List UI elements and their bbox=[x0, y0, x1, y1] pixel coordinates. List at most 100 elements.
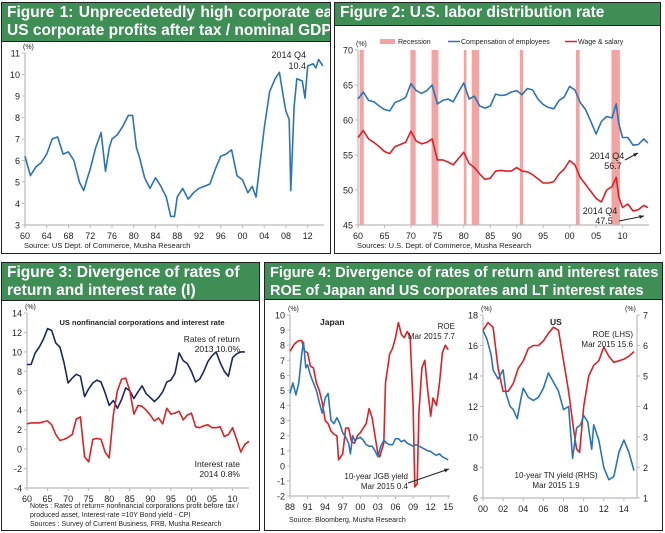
figure-2-panel: Figure 2: U.S. labor distribution rate 4… bbox=[334, 2, 661, 254]
y-tick-label: 3 bbox=[280, 416, 285, 426]
x-tick-label: 60 bbox=[22, 494, 32, 504]
profits-gdp-line bbox=[24, 58, 324, 218]
us-chart-title: US bbox=[550, 317, 562, 327]
x-tick-label: 12 bbox=[303, 231, 313, 241]
chart-note-line: Sources : Survey of Current Business, FR… bbox=[30, 521, 222, 528]
y-tick-label: 2 bbox=[280, 431, 285, 441]
figure-3-panel: Figure 3: Divergence of rates of return … bbox=[1, 262, 260, 531]
x-tick-label: 08 bbox=[281, 231, 291, 241]
y-tick-label: 10 bbox=[275, 311, 285, 321]
y-tick-label: 8 bbox=[473, 463, 478, 473]
rates-of-return-line bbox=[27, 327, 245, 410]
annotation-japan-roe-value: Mar 2015 7.7 bbox=[408, 332, 456, 341]
x-tick-label: 95 bbox=[538, 231, 548, 241]
x-tick-label: 60 bbox=[20, 231, 30, 241]
annotation-wage-value: 47.5 bbox=[595, 216, 613, 226]
x-tick-label: 75 bbox=[84, 494, 94, 504]
y-tick-label: 9 bbox=[280, 326, 285, 336]
y-tick-label: 12 bbox=[12, 328, 22, 338]
y-tick-label: 7 bbox=[15, 135, 20, 145]
x-tick-label: 70 bbox=[406, 231, 416, 241]
figure-3-chart: -4 -2 0 2 4 6 8 10 12 14 60 65 70 75 80 85 90 95 00 05 10 (%)… bbox=[12, 304, 250, 528]
x-tick-label: 64 bbox=[42, 231, 52, 241]
x-tick-label: 65 bbox=[43, 494, 53, 504]
y-tick-label: -2 bbox=[14, 464, 22, 474]
figure-1-chart: 3 4 5 6 7 8 9 10 11 60 64 68 72 76 80 84 88 92 96 00 04 08 12 (… bbox=[10, 44, 324, 250]
right-y-tick-label: 7 bbox=[643, 311, 648, 321]
x-tick-label: 88 bbox=[172, 231, 182, 241]
y-tick-label: 45 bbox=[343, 221, 353, 231]
annotation-wage-arrow-head bbox=[639, 214, 644, 219]
japan-jgb-yield-line bbox=[289, 341, 449, 461]
recession-band bbox=[611, 50, 620, 225]
annotation-label: 2014 Q4 bbox=[271, 50, 306, 60]
y-tick-label: 10 bbox=[10, 70, 20, 80]
figure-1-header: Figure 1: Unprecedetedly high corporate … bbox=[2, 3, 330, 42]
x-tick-label: 68 bbox=[63, 231, 73, 241]
japan-roe-line bbox=[289, 321, 449, 488]
x-tick-label: 72 bbox=[85, 231, 95, 241]
x-tick-label: 84 bbox=[150, 231, 160, 241]
x-tick-label: 10 bbox=[618, 231, 628, 241]
y-tick-label: 6 bbox=[473, 494, 478, 504]
x-tick-label: 10 bbox=[228, 494, 238, 504]
y-tick-label: 5 bbox=[280, 386, 285, 396]
figure-2-chart: 45 50 55 60 65 70 60 65 70 75 80 85 90 95 00 05 10 (%) Rec… bbox=[343, 39, 649, 250]
x-tick-label: 09 bbox=[408, 502, 418, 512]
legend-recession-label: Recession bbox=[398, 39, 431, 46]
recession-band bbox=[575, 50, 580, 225]
japan-chart-title: Japan bbox=[320, 317, 345, 327]
recession-band bbox=[463, 50, 467, 225]
recession-band bbox=[471, 50, 480, 225]
x-tick-label: 94 bbox=[320, 502, 330, 512]
figure-4-panel: Figure 4: Divergence of rates of return … bbox=[264, 262, 663, 531]
y-tick-label: 3 bbox=[15, 221, 20, 231]
x-tick-label: 12 bbox=[426, 502, 436, 512]
x-tick-label: 15 bbox=[443, 502, 453, 512]
y-tick-label: 5 bbox=[15, 178, 20, 188]
y-tick-label: 8 bbox=[15, 113, 20, 123]
figure-4-header: Figure 4: Divergence of rates of return … bbox=[265, 263, 662, 300]
y-tick-label: -2 bbox=[277, 492, 285, 502]
annotation-jgb-value: Mar 2015 0.4 bbox=[361, 482, 409, 491]
y-tick-label: -4 bbox=[14, 484, 22, 494]
x-tick-label: 10 bbox=[579, 504, 589, 514]
source-note: Source: US Dept. of Commerce, Musha Rese… bbox=[24, 241, 190, 250]
y-tick-label: 6 bbox=[17, 386, 22, 396]
annotation-us-roe-value: Mar 2015 15.6 bbox=[581, 340, 633, 349]
legend-recession-swatch bbox=[380, 39, 395, 44]
legend-compensation-label: Compensation of employees bbox=[461, 39, 550, 46]
compensation-line bbox=[357, 82, 649, 146]
x-tick-label: 14 bbox=[619, 504, 629, 514]
y-tick-label: 11 bbox=[11, 49, 20, 59]
y-tick-label: 10 bbox=[12, 347, 22, 357]
y-unit-label: (%) bbox=[23, 44, 34, 51]
annotation-jgb-arrow bbox=[407, 468, 450, 484]
y-tick-label: 6 bbox=[280, 371, 285, 381]
figure-1-title-line1: Figure 1: Unprecedetedly high corporate … bbox=[7, 4, 330, 21]
x-tick-label: 60 bbox=[353, 231, 363, 241]
x-tick-label: 03 bbox=[373, 502, 383, 512]
x-tick-label: 76 bbox=[107, 231, 117, 241]
figure-4-title-line2: ROE of Japan and US corporates and LT in… bbox=[270, 283, 644, 299]
x-tick-label: 85 bbox=[125, 494, 135, 504]
us-tn-yield-line bbox=[482, 329, 635, 481]
annotation-japan-roe-label: ROE bbox=[438, 322, 455, 331]
figure-1-title-line2: US corporate profits after tax / nominal… bbox=[7, 22, 330, 39]
annotation-interest-label: Interest rate bbox=[195, 459, 241, 469]
y-tick-label: 4 bbox=[15, 199, 20, 209]
y-unit-label: (%) bbox=[25, 304, 36, 311]
x-tick-label: 80 bbox=[104, 494, 114, 504]
y-tick-label: 7 bbox=[280, 356, 285, 366]
x-tick-label: 75 bbox=[432, 231, 442, 241]
x-tick-label: 91 bbox=[303, 502, 313, 512]
right-y-tick-label: 3 bbox=[643, 433, 648, 443]
figure-4-title-line1: Figure 4: Divergence of rates of return … bbox=[270, 265, 662, 281]
figure-3-header: Figure 3: Divergence of rates of return … bbox=[2, 263, 259, 301]
x-tick-label: 02 bbox=[498, 504, 508, 514]
chart-subtitle: US nonfinancial corporations and interes… bbox=[59, 318, 224, 327]
annotation-compensation-label: 2014 Q4 bbox=[590, 151, 625, 161]
x-tick-label: 06 bbox=[390, 502, 400, 512]
annotation-tn-value: Mar 2015 1.9 bbox=[532, 481, 580, 490]
